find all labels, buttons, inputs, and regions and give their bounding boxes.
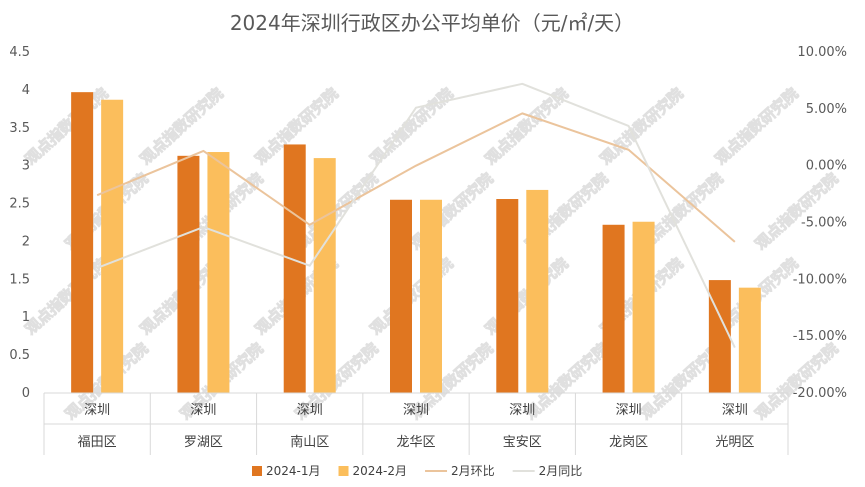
x-district-label-2: 南山区 [290,434,329,450]
x-city-label-2: 深圳 [297,403,323,418]
bar-1-2 [283,144,306,393]
watermark-27: 观点指数研究院 [752,339,842,423]
bar-1-5 [602,224,625,393]
x-district-label-0: 福田区 [78,435,117,450]
y-right-tick-4: 0.00% [806,159,847,174]
y-left-tick-4: 2 [22,234,30,249]
legend-label-2: 2024-2月 [353,464,408,478]
x-city-label-3: 深圳 [403,403,429,418]
y-left-tick-3: 1.5 [9,272,30,287]
x-district-label-1: 罗湖区 [184,435,223,450]
bar-layer [71,92,761,394]
y-right-tick-3: -5.00% [801,216,847,231]
y-right-tick-2: -10.00% [793,272,847,287]
bar-1-3 [390,199,412,393]
watermark-3: 观点指数研究院 [367,84,457,168]
bar-2-5 [632,221,655,393]
x-district-label-3: 龙华区 [396,435,435,450]
bar-1-1 [177,155,200,393]
y-left-tick-0: 0 [22,386,30,401]
x-district-label-5: 龙岗区 [609,435,648,450]
bar-2-4 [526,189,549,393]
x-city-label-1: 深圳 [190,403,216,418]
y-right-tick-6: 10.00% [797,45,847,60]
y-left-tick-5: 2.5 [9,197,30,212]
watermark-0: 观点指数研究院 [22,84,112,168]
y-left-tick-6: 3 [22,159,30,174]
x-city-label-6: 深圳 [722,403,748,418]
y-axis-left: 0 0.5 1 1.5 2 2.5 3 3.5 4 4.5 [9,45,30,401]
y-left-tick-9: 4.5 [9,45,30,60]
legend-label-3: 2月环比 [451,464,495,478]
legend-swatch-2 [338,466,349,476]
bar-1-4 [496,199,519,393]
y-right-tick-5: 5.00% [806,102,847,117]
chart-title: 2024年深圳行政区办公平均单价（元/㎡/天） [230,11,634,35]
line-layer [96,82,736,348]
bar-2-0 [101,99,124,394]
y-right-tick-1: -15.00% [793,329,847,344]
watermark-13: 观点指数研究院 [752,169,842,253]
x-city-label-0: 深圳 [84,403,110,418]
y-left-tick-8: 4 [22,83,30,98]
x-city-label-4: 深圳 [509,403,535,418]
x-district-label-4: 宝安区 [503,435,542,450]
legend: 2024-1月 2024-2月 2月环比 2月同比 [252,464,582,478]
bar-2-2 [313,158,336,393]
bar-2-6 [738,287,761,393]
bar-1-6 [708,280,731,393]
y-right-tick-0: -20.00% [793,386,847,401]
legend-label-4: 2月同比 [539,464,583,478]
y-left-tick-7: 3.5 [9,121,30,136]
bar-2-3 [420,199,442,393]
y-left-tick-2: 1 [22,310,30,325]
y-axis-right: -20.00% -15.00% -10.00% -5.00% 0.00% 5.00% 10.… [793,45,847,401]
legend-swatch-1 [252,466,262,476]
legend-label-1: 2024-1月 [266,464,321,478]
bar-2-1 [207,152,230,393]
x-city-label-5: 深圳 [616,403,642,418]
bar-1-0 [71,92,94,393]
watermark-6: 观点指数研究院 [712,84,802,168]
y-left-tick-1: 0.5 [9,348,30,363]
x-district-label-6: 光明区 [715,435,754,450]
watermark-5: 观点指数研究院 [597,84,687,168]
